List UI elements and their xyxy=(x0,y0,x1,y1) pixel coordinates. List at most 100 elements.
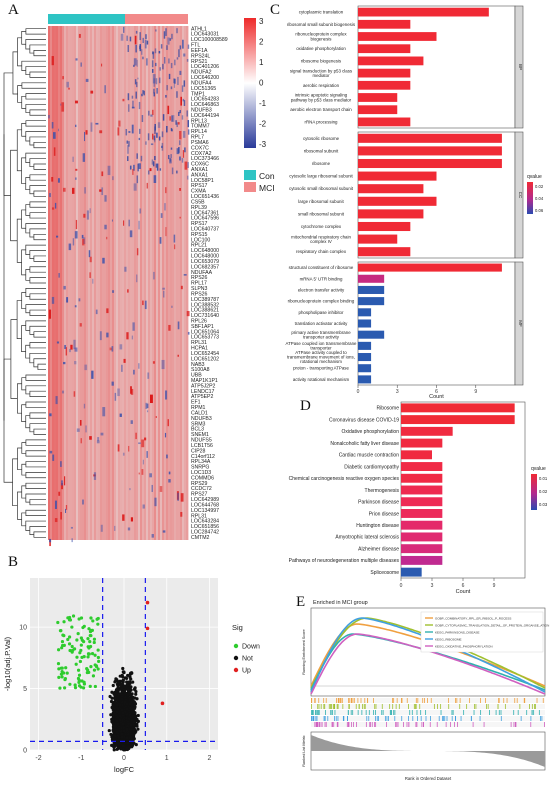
go-bar xyxy=(358,133,502,143)
gene-label: LOC651202 xyxy=(191,356,219,362)
go-bar xyxy=(358,274,385,283)
gene-label: RPL31 xyxy=(191,513,207,519)
gene-label: ATP5EP2 xyxy=(191,394,214,400)
gene-label: RPS26 xyxy=(191,275,208,281)
heatmap-colorbar: 3 2 1 0 -1 -2 -3 xyxy=(244,17,267,149)
go-legend-tick: 0.06 xyxy=(535,208,544,213)
gene-label: RPL13 xyxy=(191,118,207,124)
gene-label: ATP5J2P2 xyxy=(191,383,216,389)
go-bar xyxy=(358,68,411,78)
panel-label-a: A xyxy=(8,2,19,18)
panel-label-e: E xyxy=(296,594,306,610)
go-bar-label: oxidative phosphorylation xyxy=(296,46,346,51)
gene-label: RPS17 xyxy=(191,183,208,189)
go-bar xyxy=(358,341,372,350)
gene-label: LOC100 xyxy=(191,237,210,243)
gene-label: LOC648000 xyxy=(191,254,219,260)
go-bar xyxy=(358,19,411,29)
gene-label: LOC654283 xyxy=(191,97,219,103)
go-bar xyxy=(358,93,398,102)
gene-label: LOC642989 xyxy=(191,497,219,503)
gsea-hit-track xyxy=(311,698,545,703)
kegg-bar xyxy=(401,473,443,483)
gene-label: TOMM7 xyxy=(191,124,210,130)
go-bar xyxy=(358,308,372,317)
go-bar-label: small ribosomal subunit xyxy=(298,211,345,216)
gene-label: LOC643031 xyxy=(191,32,219,38)
go-bar xyxy=(358,364,372,373)
go-bar xyxy=(358,146,502,156)
gene-labels: ATHL1LOC643031LOC100008589FTLEEF1ARPS24L… xyxy=(191,26,228,541)
legend-swatch-mci xyxy=(244,182,256,192)
gene-label: SNRPG xyxy=(191,465,209,471)
go-bar xyxy=(358,184,424,194)
go-bar-label: cytosolic small ribosomal subunit xyxy=(289,186,354,191)
colorbar-tick: -1 xyxy=(259,99,267,108)
go-bar xyxy=(358,330,385,339)
volcano-legend-dot xyxy=(233,655,239,661)
gene-label: LCB1T56 xyxy=(191,443,213,449)
kegg-enrichment-chart: Ribosome Coronavirus disease COVID-19 Oxid… xyxy=(289,401,548,594)
go-xtick: 6 xyxy=(435,389,438,395)
go-legend-gradient xyxy=(527,182,533,214)
kegg-bar xyxy=(401,415,515,425)
go-bar xyxy=(358,32,437,41)
gene-label: C14orf112 xyxy=(191,454,215,460)
gene-label: LOC100008589 xyxy=(191,37,228,43)
kegg-bar-label: Pathways of neurodegeneration multiple d… xyxy=(289,558,400,564)
volcano-xtick: -1 xyxy=(78,755,84,762)
gene-label: SLPN3 xyxy=(191,286,208,292)
kegg-legend-tick: 0.01 xyxy=(539,476,548,481)
kegg-bar-label: Parkinson disease xyxy=(358,500,399,506)
panel-label-c: C xyxy=(270,2,281,18)
volcano-legend-label: Up xyxy=(242,668,251,675)
group-bar-con xyxy=(48,14,125,24)
gene-label: CS5B xyxy=(191,199,205,205)
volcano-plot: -2 -1 0 1 2 0 5 10 logFC -log10(adj.P.Val) Sig Down… xyxy=(3,578,260,774)
go-bar-label: ATPase coupled ion transmembrane transpor… xyxy=(286,341,357,351)
kegg-bar xyxy=(401,520,443,530)
gsea-ranked-metric xyxy=(311,735,545,767)
go-bar-label: rRNA processing xyxy=(305,119,339,124)
kegg-xtick: 3 xyxy=(431,583,434,589)
kegg-bar-label: Cardiac muscle contraction xyxy=(339,453,400,459)
gene-label: LOC648000 xyxy=(191,248,219,254)
gsea-legend-label: KEGG_PARKINSONS_DISEASE xyxy=(435,631,479,635)
go-bar-label: ribonucleoprotein complex binding xyxy=(288,299,355,304)
go-bar xyxy=(358,117,411,127)
kegg-legend-tick: 0.03 xyxy=(539,502,548,507)
gene-label: LOC401206 xyxy=(191,64,219,70)
volcano-xlabel: logFC xyxy=(114,765,135,774)
go-bar-label: cytochrome complex xyxy=(301,224,342,229)
go-bar xyxy=(358,297,385,306)
gene-label: COMMD6 xyxy=(191,475,214,481)
go-bar-label: proton - transporting ATPase xyxy=(293,366,349,371)
kegg-xtick: 9 xyxy=(493,583,496,589)
kegg-xtick: 6 xyxy=(462,583,465,589)
go-bar-label: signal transduction by p53 class mediator xyxy=(290,68,353,78)
go-bar xyxy=(358,158,502,169)
gsea-legend-box xyxy=(420,611,544,653)
go-bar xyxy=(358,221,411,232)
go-facet-strip xyxy=(514,131,524,259)
go-facet-bp: BP cytoplasmic translation ribosomal small… xyxy=(287,5,524,129)
kegg-bar-label: Oxidative phosphorylation xyxy=(341,429,399,435)
gene-label: RPL34A xyxy=(191,459,211,465)
legend-swatch-con xyxy=(244,170,256,180)
go-bar-label: structural constituent of ribosome xyxy=(289,265,354,270)
legend-label-mci: MCI xyxy=(259,183,275,193)
gene-label: CXMA xyxy=(191,189,207,195)
gene-label: RPL17 xyxy=(191,281,207,287)
gene-label: CCDC72 xyxy=(191,486,212,492)
kegg-bar xyxy=(401,485,443,495)
gene-label: CIP28 xyxy=(191,448,206,454)
gene-label: LOC647596 xyxy=(191,216,219,222)
go-bar-label: aerobic respiration xyxy=(303,83,340,88)
go-facet-label: MF xyxy=(518,320,523,327)
gene-label: COX6C xyxy=(191,162,209,168)
gsea-xlabel: Rank in Ordered Dataset xyxy=(405,776,452,781)
colorbar-tick: 3 xyxy=(259,17,264,26)
gene-label: ANXA1 xyxy=(191,172,208,178)
gene-label: TMP1 xyxy=(191,91,205,97)
gene-label: LOC58P1 xyxy=(191,178,214,184)
